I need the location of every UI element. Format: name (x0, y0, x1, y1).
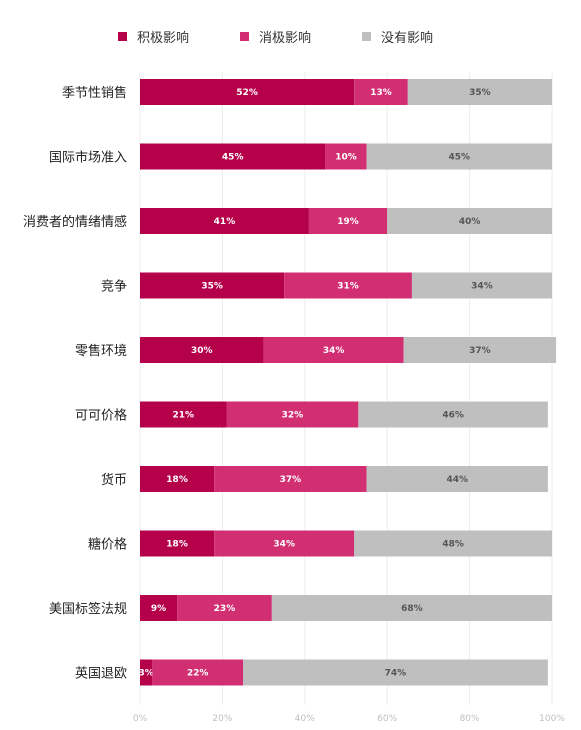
data-label: 74% (385, 669, 407, 679)
category-label: 消费者的情绪情感 (23, 214, 127, 230)
bar-segment (354, 530, 552, 557)
bar-segment (284, 272, 412, 299)
bar-segment (308, 208, 388, 234)
legend-swatch (362, 32, 371, 41)
data-label: 41% (214, 217, 236, 227)
bar-segment (243, 659, 548, 686)
bar-segment (271, 595, 552, 621)
bar-segment (214, 530, 355, 557)
data-label: 44% (446, 475, 468, 485)
legend-label: 没有影响 (381, 30, 433, 46)
category-label: 零售环境 (75, 343, 127, 359)
bar-segment (140, 530, 215, 557)
bar-segment (354, 79, 408, 105)
bar-segment (140, 466, 215, 492)
data-label: 34% (471, 282, 493, 292)
bar-segment (140, 79, 355, 105)
data-label: 22% (187, 669, 209, 679)
data-label: 45% (222, 153, 244, 163)
bar-segment (177, 595, 272, 621)
data-label: 23% (214, 604, 236, 614)
bar-segment (140, 208, 309, 234)
data-label: 34% (273, 540, 295, 550)
data-label: 18% (166, 540, 188, 550)
x-tick-label: 40% (295, 714, 315, 724)
data-label: 32% (282, 411, 304, 421)
category-label: 国际市场准入 (49, 150, 127, 166)
bar-segment (140, 659, 153, 686)
data-label: 21% (172, 411, 194, 421)
data-label: 46% (442, 411, 464, 421)
bar-segment (226, 401, 359, 428)
data-label: 35% (469, 88, 491, 98)
category-label: 美国标签法规 (49, 601, 127, 617)
data-label: 30% (191, 346, 213, 356)
bar-segment (325, 143, 367, 170)
x-tick-label: 0% (133, 714, 148, 724)
bar-segment (411, 272, 552, 299)
data-label: 18% (166, 475, 188, 485)
data-label: 34% (323, 346, 345, 356)
data-label: 13% (370, 88, 392, 98)
data-label: 52% (236, 88, 258, 98)
category-label: 货币 (101, 472, 127, 488)
bar-segment (140, 272, 285, 299)
legend-swatch (118, 32, 127, 41)
x-tick-label: 80% (460, 714, 480, 724)
data-label: 9% (151, 604, 166, 614)
bar-segment (140, 401, 227, 428)
bar-segment (152, 659, 243, 686)
data-label: 40% (459, 217, 481, 227)
data-label: 31% (337, 282, 359, 292)
bar-segment (140, 337, 264, 363)
data-label: 10% (335, 153, 357, 163)
category-label: 英国退欧 (75, 667, 127, 682)
data-label: 37% (280, 475, 302, 485)
category-label: 可可价格 (75, 408, 127, 424)
bar-segment (140, 143, 326, 170)
bar-segment (366, 143, 552, 170)
legend-swatch (240, 32, 249, 41)
data-label: 48% (442, 540, 464, 550)
data-label: 37% (469, 346, 491, 356)
bar-segment (358, 401, 548, 428)
bar-segment (366, 466, 548, 492)
legend-label: 消极影响 (259, 30, 311, 46)
bar-segment (263, 337, 404, 363)
data-label: 68% (401, 604, 423, 614)
bar-segment (407, 79, 552, 105)
category-label: 竞争 (101, 279, 127, 295)
category-label: 糖价格 (88, 537, 127, 553)
data-label: 45% (449, 153, 471, 163)
bar-segment (140, 595, 178, 621)
data-label: 19% (337, 217, 359, 227)
x-tick-label: 20% (212, 714, 232, 724)
bar-segment (214, 466, 367, 492)
bar-segment (403, 337, 557, 363)
category-label: 季节性销售 (62, 85, 127, 101)
data-label: 35% (201, 282, 223, 292)
data-label: 3% (139, 669, 154, 679)
x-tick-label: 60% (377, 714, 397, 724)
legend-label: 积极影响 (137, 30, 189, 46)
bar-segment (387, 208, 552, 234)
x-tick-label: 100% (539, 714, 565, 724)
